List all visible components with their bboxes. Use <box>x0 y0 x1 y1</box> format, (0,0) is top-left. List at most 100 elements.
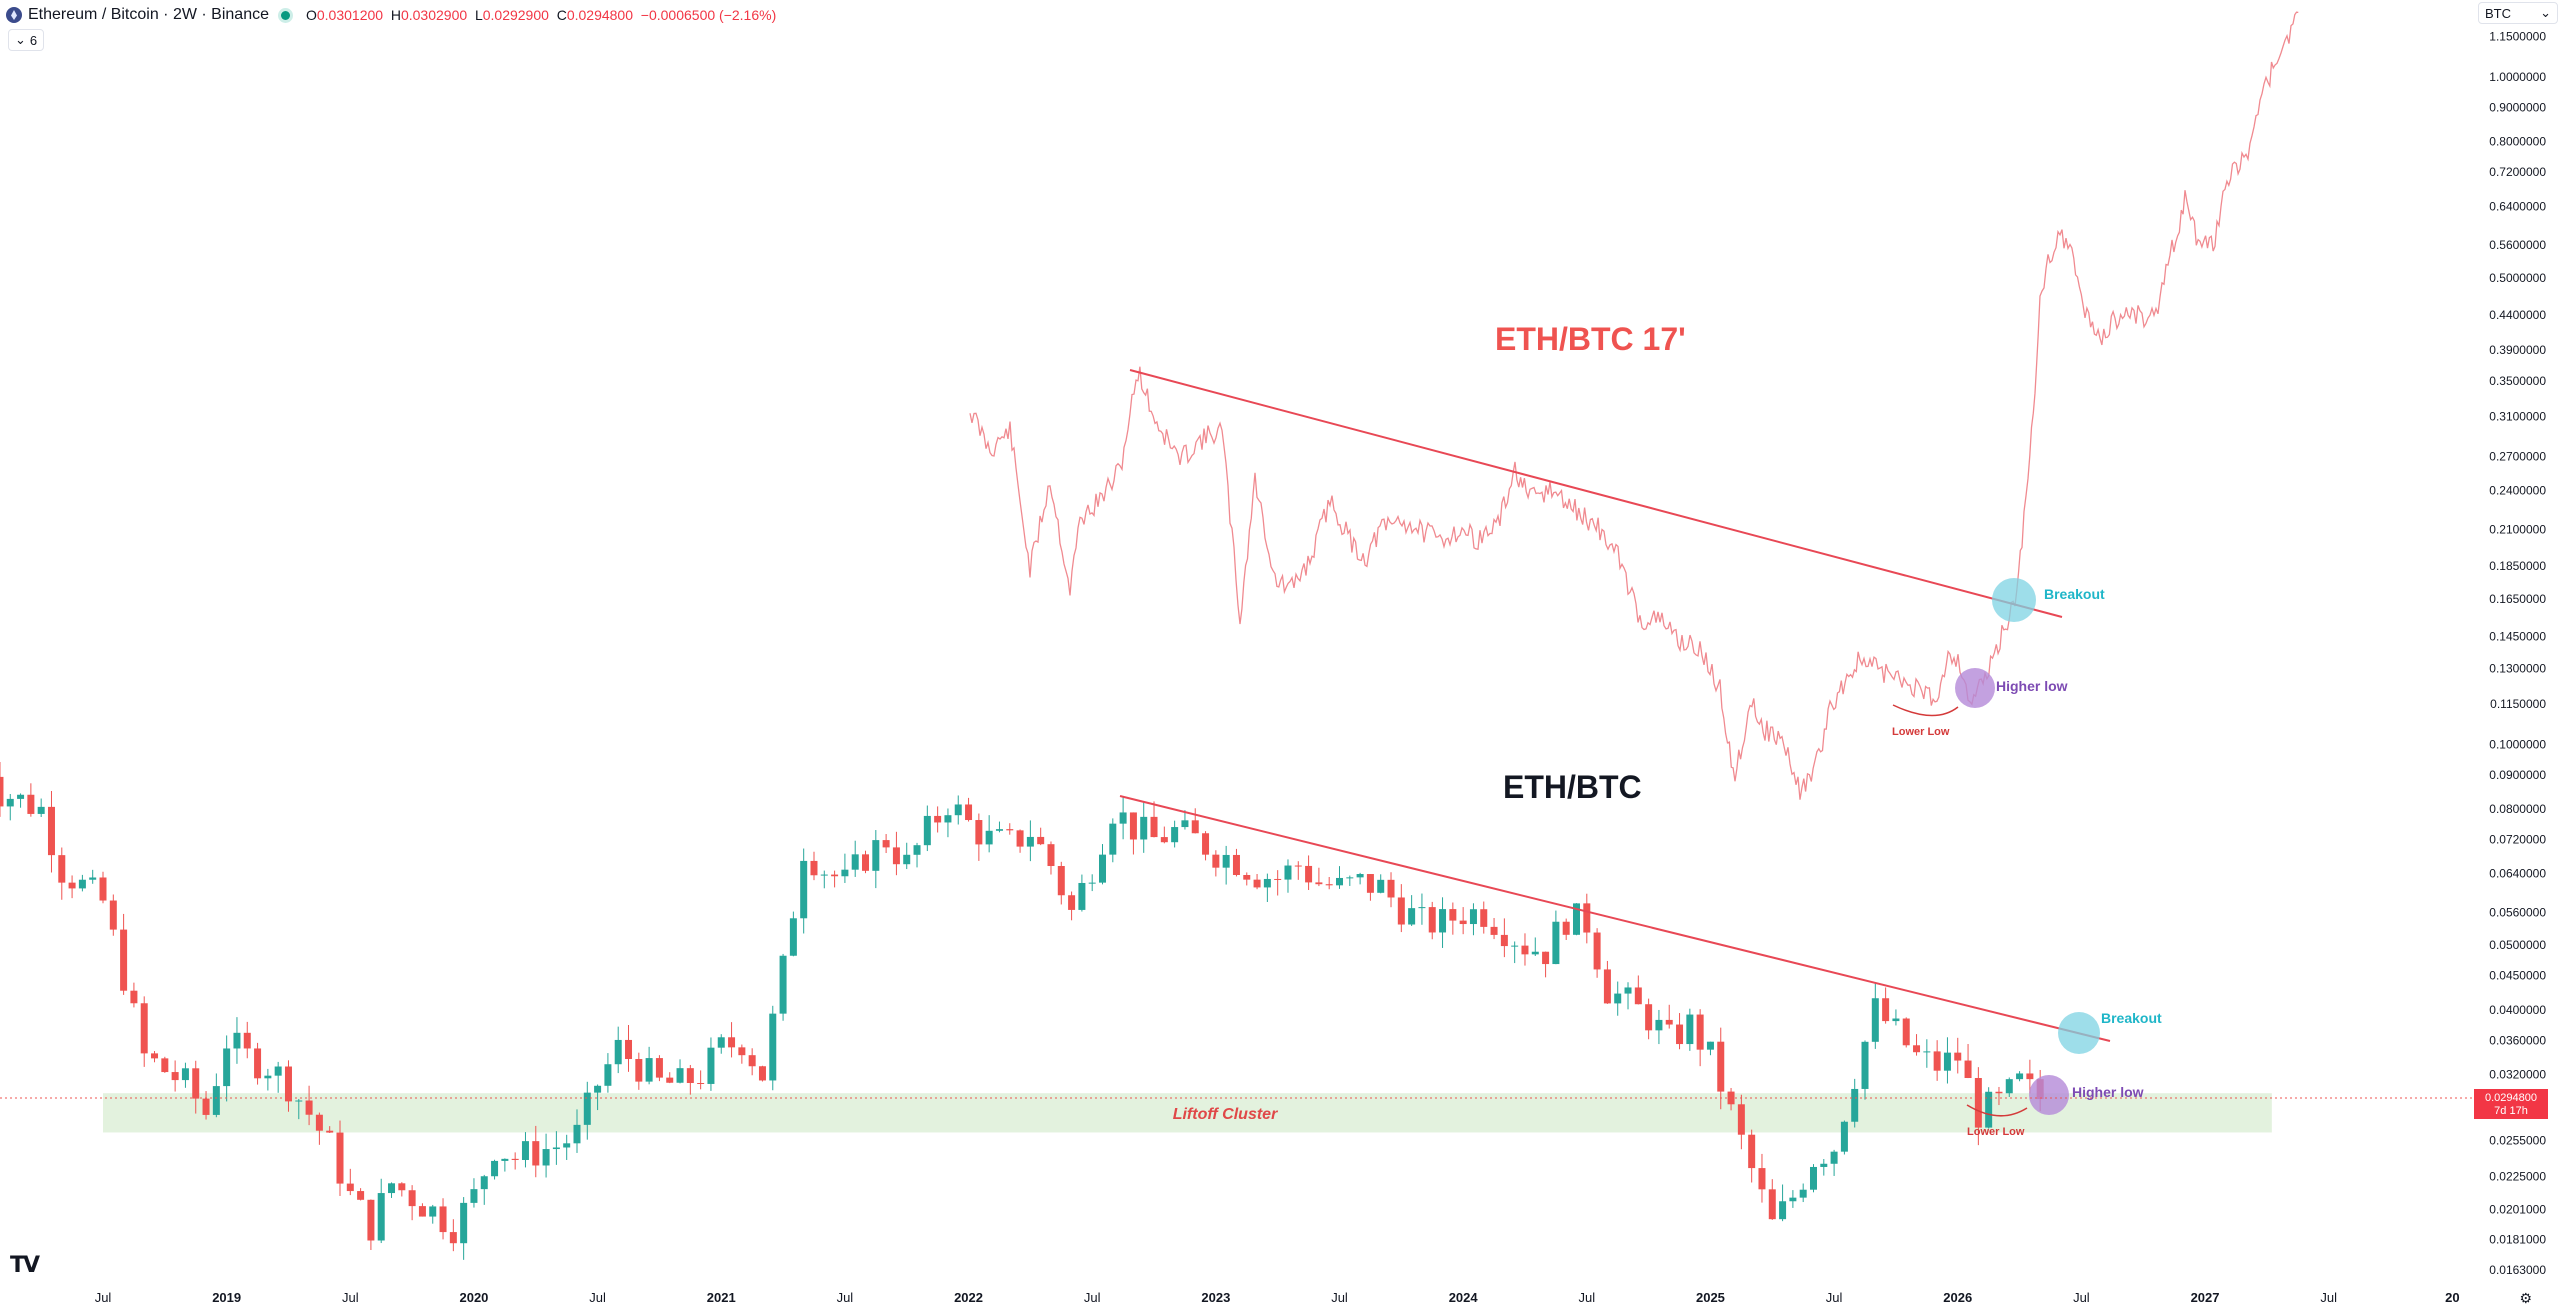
candle-body <box>1181 820 1189 828</box>
y-tick-label: 0.0800000 <box>2489 802 2546 816</box>
candle-body <box>707 1047 715 1084</box>
candle-body <box>1830 1151 1838 1164</box>
candle-body <box>264 1075 272 1079</box>
overlay-line <box>969 11 2299 800</box>
candle-body <box>820 874 828 876</box>
candle-body <box>1099 854 1107 883</box>
candle-body <box>1531 951 1539 955</box>
candle-body <box>1263 878 1271 888</box>
overlay-title: ETH/BTC 17' <box>1495 321 1686 357</box>
candle-trendline <box>1119 795 2111 1042</box>
candle-body <box>552 1147 560 1150</box>
y-tick-label: 0.0500000 <box>2489 938 2546 952</box>
candle-body <box>738 1047 746 1056</box>
candle-body <box>171 1072 179 1081</box>
candle-body <box>1892 1018 1900 1022</box>
candle-body <box>1809 1166 1817 1190</box>
chevron-down-icon: ⌄ <box>15 32 26 47</box>
candle-body <box>1037 836 1045 845</box>
candle-body <box>1212 854 1220 868</box>
x-tick-label: 2023 <box>1201 1290 1230 1305</box>
candle-body <box>758 1066 766 1081</box>
candle-body <box>408 1190 416 1207</box>
candle-body <box>1603 969 1611 1004</box>
x-tick-label: Jul <box>342 1290 359 1305</box>
candle-body <box>346 1183 354 1192</box>
candle-body <box>1634 987 1642 1005</box>
candle-body <box>315 1114 323 1131</box>
candle-body <box>1871 998 1879 1042</box>
candle-body <box>851 854 859 870</box>
currency-select[interactable]: BTC ⌄ <box>2478 2 2558 24</box>
higher-low-circle-top <box>1955 668 1995 708</box>
candle-body <box>6 798 14 807</box>
candle-body <box>1006 829 1014 831</box>
y-tick-label: 0.0900000 <box>2489 768 2546 782</box>
candle-body <box>1665 1019 1673 1025</box>
x-tick-label: Jul <box>1578 1290 1595 1305</box>
candle-body <box>1768 1189 1776 1220</box>
candle-body <box>1542 951 1550 965</box>
candle-body <box>1057 866 1065 896</box>
candle-body <box>542 1149 550 1166</box>
candle-body <box>831 874 839 877</box>
x-tick-label: Jul <box>1331 1290 1348 1305</box>
y-tick-label: 0.0163000 <box>2489 1263 2546 1277</box>
candle-body <box>480 1176 488 1190</box>
candle-body <box>17 794 25 799</box>
candle-body <box>120 929 128 991</box>
candle-body <box>1861 1041 1869 1089</box>
y-tick-label: 0.1150000 <box>2490 697 2546 711</box>
x-tick-label: Jul <box>837 1290 854 1305</box>
market-status-dot <box>280 10 290 20</box>
candle-body <box>1851 1088 1859 1122</box>
candle-body <box>1882 998 1890 1022</box>
candle-body <box>1552 921 1560 965</box>
y-tick-label: 0.3100000 <box>2489 409 2546 423</box>
candle-body <box>418 1206 426 1217</box>
chevron-down-icon: ⌄ <box>2540 5 2551 20</box>
candle-body <box>1243 874 1251 880</box>
candle-body <box>491 1160 499 1177</box>
candle-body <box>1676 1024 1684 1045</box>
candle-body <box>892 847 900 865</box>
candle-body <box>1779 1201 1787 1220</box>
gear-icon[interactable]: ⚙ <box>2519 1290 2532 1306</box>
candle-body <box>1274 878 1282 880</box>
tradingview-logo-icon[interactable]: TV <box>10 1253 40 1278</box>
candle-body <box>1428 907 1436 933</box>
symbol-title[interactable]: Ethereum / Bitcoin · 2W · Binance <box>28 6 269 23</box>
y-tick-label: 0.2400000 <box>2489 484 2546 498</box>
candle-body <box>1088 882 1096 884</box>
chart-legend: Ethereum / Bitcoin · 2W · Binance O0.030… <box>6 4 776 26</box>
higher-low-label-bottom: Higher low <box>2072 1084 2144 1100</box>
candle-body <box>965 804 973 821</box>
indicators-toggle[interactable]: ⌄ 6 <box>8 29 45 51</box>
candle-body <box>305 1100 313 1115</box>
x-tick-label: 2027 <box>2191 1290 2220 1305</box>
candle-body <box>841 869 849 877</box>
candle-body <box>212 1086 220 1115</box>
lower-low-label-top: Lower Low <box>1892 726 1950 738</box>
x-axis: Jul 2019 Jul 2020 Jul 2021 Jul 2022 Jul 2023 Jul 20… <box>95 1290 2460 1305</box>
trendlines <box>1119 369 2111 1042</box>
zone-rect <box>103 1093 2272 1133</box>
candle-body <box>367 1199 375 1241</box>
candle-body <box>1840 1121 1848 1152</box>
x-tick-label: 2021 <box>707 1290 736 1305</box>
candle-body <box>717 1037 725 1048</box>
candle-body <box>58 855 66 883</box>
candle-body <box>1459 920 1467 925</box>
y-tick-label: 0.7200000 <box>2489 165 2546 179</box>
x-tick-label: Jul <box>589 1290 606 1305</box>
y-tick-label: 0.0640000 <box>2489 867 2546 881</box>
candle-body <box>2016 1073 2024 1080</box>
overlay-trendline <box>1129 369 2063 618</box>
y-tick-label: 1.0000000 <box>2489 70 2546 84</box>
candle-body <box>0 776 4 807</box>
candle-body <box>1624 987 1632 994</box>
candle-body <box>1706 1041 1714 1050</box>
indicator-count: 6 <box>29 32 38 48</box>
candle-body <box>1500 934 1508 947</box>
